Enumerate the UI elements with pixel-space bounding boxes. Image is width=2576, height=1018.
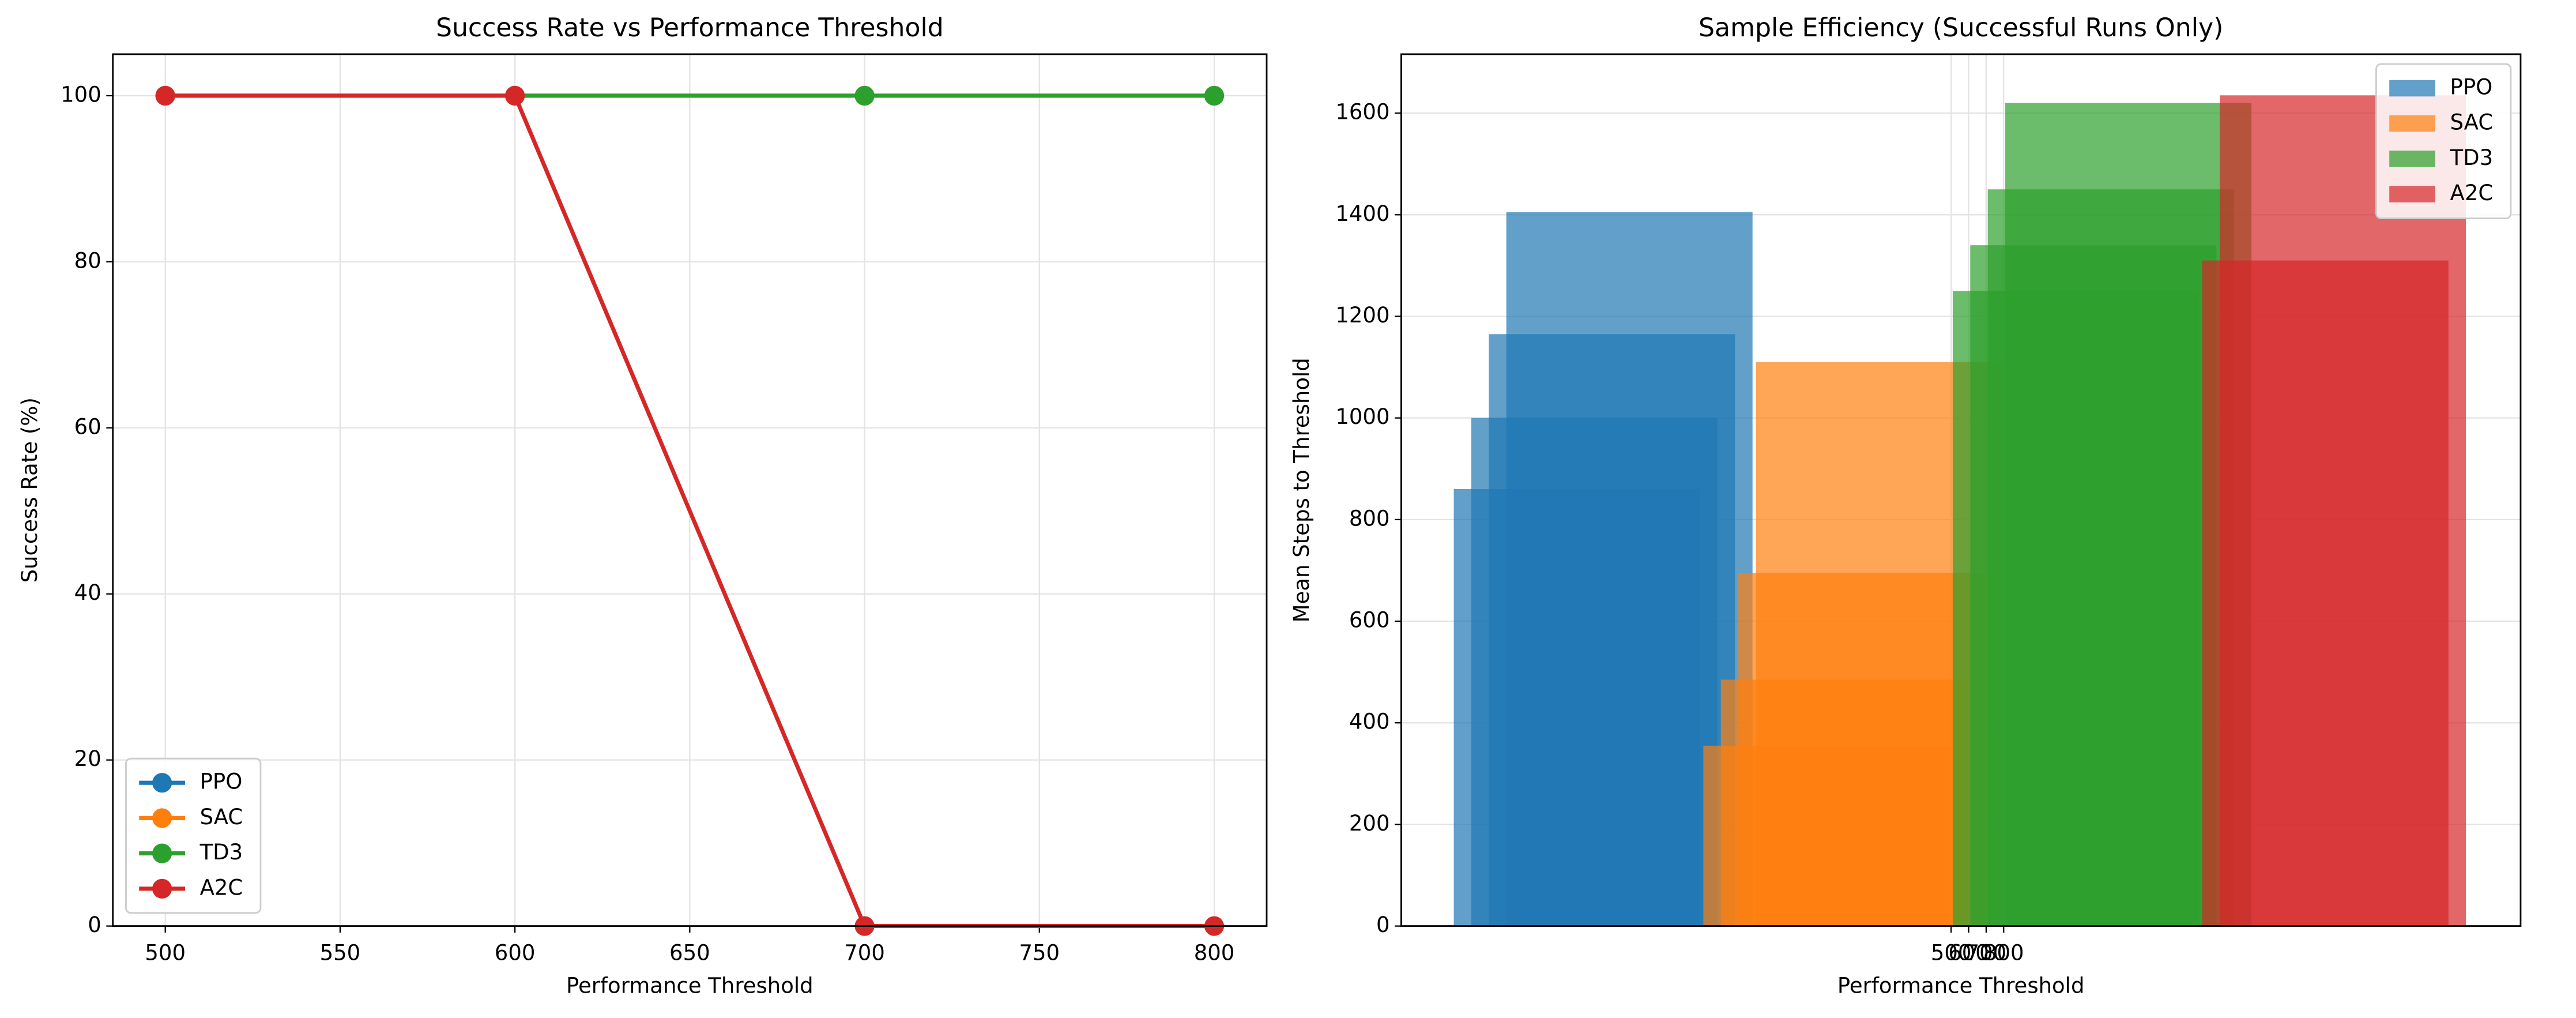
chart-panel: 5006007008000200400600800100012001400160… — [1289, 13, 2522, 998]
x-tick-label: 500 — [145, 940, 186, 965]
legend-box — [2375, 63, 2512, 220]
y-tick-label: 40 — [74, 580, 101, 605]
legend-label: TD3 — [2450, 145, 2494, 170]
y-tick-label: 0 — [88, 912, 101, 937]
legend-swatch — [2389, 115, 2435, 132]
legend-label: SAC — [2450, 110, 2494, 135]
data-point — [505, 85, 525, 106]
y-tick-label: 1400 — [1335, 201, 1389, 226]
x-tick-label: 700 — [844, 940, 885, 965]
x-tick-label: 500 — [1931, 940, 1972, 965]
y-axis-label: Mean Steps to Threshold — [1289, 358, 1314, 622]
chart-title: Sample Efficiency (Successful Runs Only) — [1698, 13, 2223, 43]
legend-marker — [152, 773, 172, 793]
legend-label: SAC — [200, 805, 243, 829]
legend-swatch — [2389, 151, 2435, 167]
x-tick-label: 550 — [320, 940, 361, 965]
bar — [2220, 95, 2466, 926]
legend-swatch — [2389, 80, 2435, 97]
x-axis-label: Performance Threshold — [1837, 973, 2085, 998]
y-tick-label: 20 — [74, 746, 101, 771]
y-tick-label: 200 — [1349, 811, 1390, 836]
y-tick-label: 1000 — [1335, 404, 1389, 429]
y-tick-label: 100 — [61, 82, 101, 107]
y-tick-label: 60 — [74, 414, 101, 439]
legend-marker — [152, 843, 172, 863]
x-tick-label: 600 — [1948, 940, 1989, 965]
legend-label: PPO — [200, 769, 243, 794]
legend-box — [125, 757, 262, 914]
legend-label: A2C — [200, 875, 243, 900]
data-point — [854, 85, 875, 106]
axes-frame — [112, 53, 1268, 927]
data-point — [155, 85, 175, 106]
x-tick-label: 700 — [1966, 940, 2007, 965]
axes-frame — [1400, 53, 2522, 927]
y-tick-label: 600 — [1349, 608, 1390, 633]
legend-marker — [152, 808, 172, 828]
legend-label: A2C — [2450, 181, 2494, 205]
legend-marker — [152, 878, 172, 899]
x-tick-label: 600 — [495, 940, 536, 965]
y-axis-label: Success Rate (%) — [17, 397, 42, 583]
data-point — [1204, 85, 1225, 106]
x-tick-label: 800 — [1194, 940, 1235, 965]
x-tick-label: 800 — [1983, 940, 2024, 965]
y-tick-label: 1600 — [1335, 100, 1389, 125]
legend-label: TD3 — [199, 840, 243, 865]
chart-title: Success Rate vs Performance Threshold — [436, 13, 944, 43]
x-tick-label: 750 — [1019, 940, 1060, 965]
x-tick-label: 650 — [669, 940, 710, 965]
y-tick-label: 800 — [1349, 506, 1390, 531]
y-tick-label: 400 — [1349, 709, 1390, 734]
legend-swatch — [2389, 186, 2435, 202]
x-axis-label: Performance Threshold — [566, 973, 814, 998]
legend-label: PPO — [2450, 75, 2493, 100]
y-tick-label: 0 — [1376, 912, 1390, 937]
y-tick-label: 1200 — [1335, 303, 1389, 328]
y-tick-label: 80 — [74, 248, 101, 273]
chart-panel: 500 550 600 650 700 750 800 0 20 40 60 80 100 Success… — [17, 13, 1268, 998]
